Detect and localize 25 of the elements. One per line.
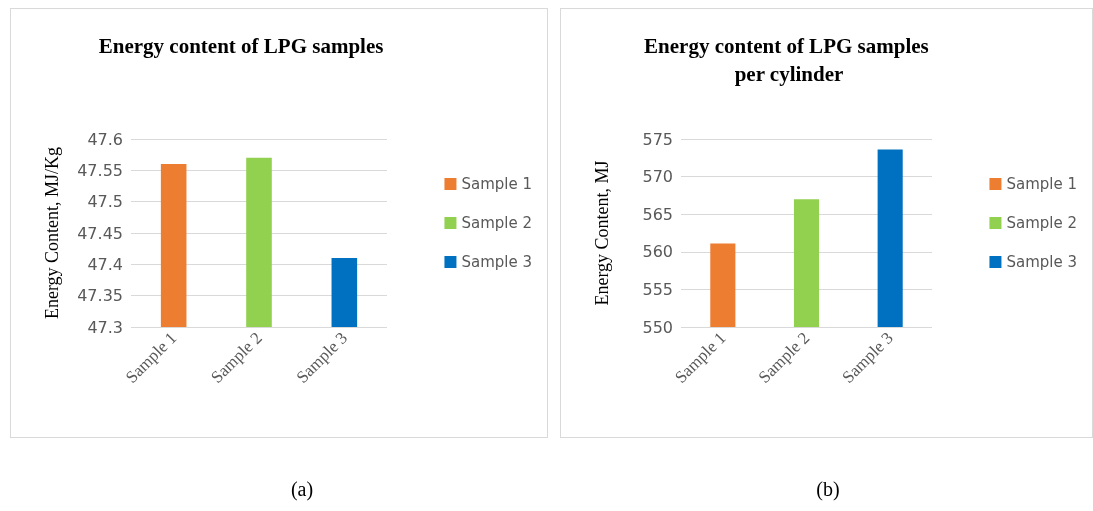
y-tick-label: 47.6 [87,129,123,149]
y-tick-label: 47.5 [87,192,123,212]
y-tick-label: 550 [642,317,673,337]
y-tick-label: 570 [642,167,673,187]
y-tick-label: 47.55 [77,160,123,180]
y-axis-title: Energy Content, MJ [592,160,612,306]
legend-label: Sample 3 [1006,253,1078,271]
legend-label: Sample 1 [1006,175,1078,193]
y-tick-label: 47.4 [87,254,123,274]
y-tick-label: 575 [642,129,673,149]
legend-label: Sample 1 [461,175,533,193]
text: (b) [815,478,841,501]
chart-title: Energy content of LPG samples per cylinder [644,34,934,86]
y-tick-label: 47.3 [87,317,123,337]
chart-title: Energy content of LPG samples [98,34,384,58]
y-tick-label: 565 [642,204,673,224]
legend-label: Sample 2 [461,214,533,232]
y-tick-label: 47.45 [77,223,123,243]
legend-label: Sample 3 [461,253,533,271]
legend-label: Sample 2 [1006,214,1078,232]
y-axis-title: Energy Content, MJ/Kg [42,146,62,320]
y-tick-label: 47.35 [77,286,123,306]
y-tick-label: 555 [642,279,673,299]
text: (a) [289,478,315,501]
y-tick-label: 560 [642,242,673,262]
